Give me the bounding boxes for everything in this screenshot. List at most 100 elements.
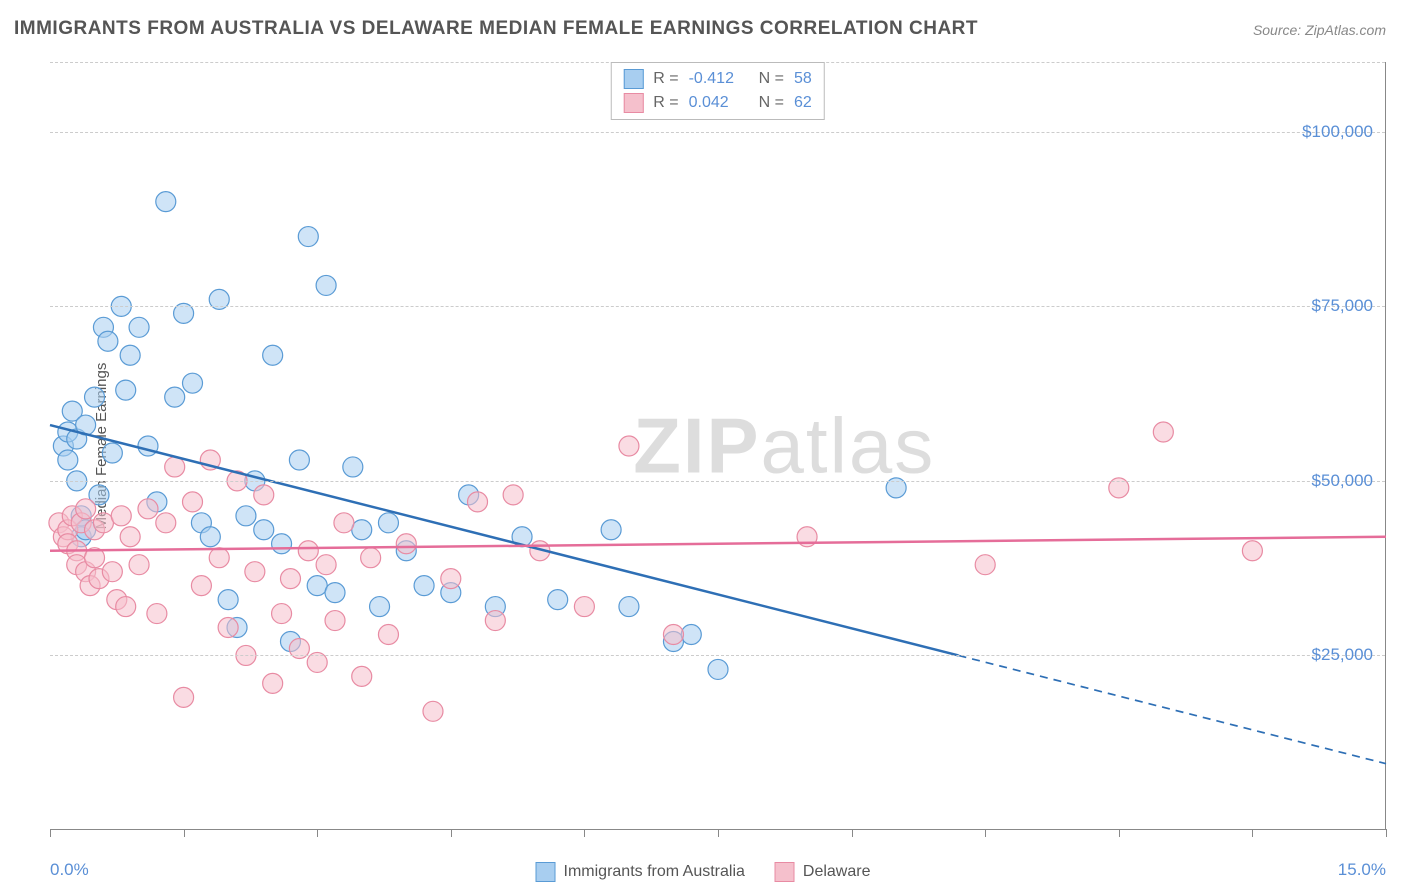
data-point xyxy=(663,625,683,645)
series-swatch xyxy=(623,93,643,113)
n-label: N = xyxy=(759,70,784,88)
data-point xyxy=(378,625,398,645)
data-point xyxy=(58,450,78,470)
data-point xyxy=(156,513,176,533)
legend-swatch xyxy=(775,862,795,882)
data-point xyxy=(414,576,434,596)
legend-label: Immigrants from Australia xyxy=(564,863,745,881)
data-point xyxy=(1153,422,1173,442)
data-point xyxy=(138,436,158,456)
source-label: Source: ZipAtlas.com xyxy=(1253,22,1386,38)
data-point xyxy=(120,345,140,365)
data-point xyxy=(129,317,149,337)
data-point xyxy=(289,450,309,470)
trend-line-extrapolated xyxy=(958,655,1386,763)
data-point xyxy=(298,227,318,247)
n-value: 62 xyxy=(794,94,812,112)
data-point xyxy=(503,485,523,505)
data-point xyxy=(352,666,372,686)
x-tick xyxy=(1386,829,1387,837)
legend-swatch xyxy=(536,862,556,882)
data-point xyxy=(93,513,113,533)
data-point xyxy=(218,618,238,638)
data-point xyxy=(396,534,416,554)
data-point xyxy=(601,520,621,540)
data-point xyxy=(218,590,238,610)
r-label: R = xyxy=(653,70,678,88)
data-point xyxy=(200,527,220,547)
y-tick-label: $100,000 xyxy=(1302,122,1373,142)
gridline xyxy=(50,132,1385,133)
data-point xyxy=(102,562,122,582)
x-tick xyxy=(317,829,318,837)
stats-row: R =-0.412N =58 xyxy=(623,67,811,91)
data-point xyxy=(619,436,639,456)
data-point xyxy=(441,569,461,589)
data-point xyxy=(165,387,185,407)
data-point xyxy=(236,506,256,526)
data-point xyxy=(619,597,639,617)
data-point xyxy=(147,604,167,624)
x-tick xyxy=(718,829,719,837)
data-point xyxy=(263,345,283,365)
stats-row: R = 0.042 N = 62 xyxy=(623,91,811,115)
data-point xyxy=(423,701,443,721)
data-point xyxy=(129,555,149,575)
x-tick xyxy=(451,829,452,837)
data-point xyxy=(156,192,176,212)
data-point xyxy=(98,331,118,351)
chart-title: IMMIGRANTS FROM AUSTRALIA VS DELAWARE ME… xyxy=(14,18,978,40)
n-label: N = xyxy=(759,94,784,112)
x-tick xyxy=(985,829,986,837)
data-point xyxy=(76,499,96,519)
legend: Immigrants from Australia Delaware xyxy=(536,862,871,882)
data-point xyxy=(85,387,105,407)
y-tick-label: $75,000 xyxy=(1312,296,1373,316)
data-point xyxy=(468,492,488,512)
x-tick xyxy=(1252,829,1253,837)
data-point xyxy=(370,597,390,617)
legend-label: Delaware xyxy=(803,863,871,881)
y-tick-label: $25,000 xyxy=(1312,645,1373,665)
data-point xyxy=(975,555,995,575)
data-point xyxy=(254,520,274,540)
data-point xyxy=(209,548,229,568)
data-point xyxy=(116,597,136,617)
data-point xyxy=(307,576,327,596)
data-point xyxy=(272,604,292,624)
r-label: R = xyxy=(653,94,678,112)
data-point xyxy=(165,457,185,477)
scatter-plot-svg xyxy=(50,62,1385,829)
trend-line xyxy=(50,537,1386,551)
data-point xyxy=(361,548,381,568)
r-value: -0.412 xyxy=(689,70,749,88)
x-tick xyxy=(852,829,853,837)
data-point xyxy=(485,611,505,631)
data-point xyxy=(263,673,283,693)
data-point xyxy=(325,611,345,631)
data-point xyxy=(574,597,594,617)
data-point xyxy=(272,534,292,554)
data-point xyxy=(111,506,131,526)
data-point xyxy=(681,625,701,645)
r-value: 0.042 xyxy=(689,94,749,112)
data-point xyxy=(343,457,363,477)
data-point xyxy=(352,520,372,540)
x-tick xyxy=(184,829,185,837)
x-tick xyxy=(50,829,51,837)
data-point xyxy=(116,380,136,400)
legend-item: Delaware xyxy=(775,862,871,882)
data-point xyxy=(191,576,211,596)
data-point xyxy=(280,569,300,589)
chart-plot-area: ZIPatlas R =-0.412N =58R =0.042N =62 $25… xyxy=(50,62,1386,830)
data-point xyxy=(183,373,203,393)
gridline xyxy=(50,655,1385,656)
data-point xyxy=(245,562,265,582)
legend-item: Immigrants from Australia xyxy=(536,862,745,882)
gridline xyxy=(50,481,1385,482)
series-swatch xyxy=(623,69,643,89)
x-axis-min-label: 0.0% xyxy=(50,860,89,880)
x-tick xyxy=(584,829,585,837)
data-point xyxy=(316,275,336,295)
data-point xyxy=(708,659,728,679)
